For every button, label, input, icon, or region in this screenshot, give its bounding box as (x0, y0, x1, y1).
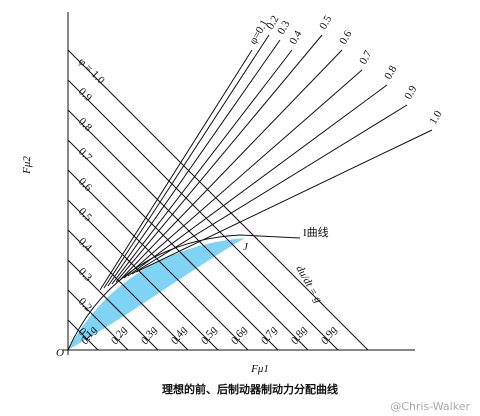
fan-label: 0.7 (357, 48, 375, 66)
fan-line (99, 49, 253, 291)
curve-label: I曲线 (303, 225, 329, 239)
fan-line (107, 39, 281, 287)
fan-line (111, 49, 293, 285)
descending-line (67, 259, 159, 351)
left-label: 0.8 (76, 116, 95, 135)
origin-label: O (56, 347, 64, 359)
bottom-label: 0.8g (289, 324, 310, 347)
fan-line (115, 34, 323, 283)
x-axis-label: Fμ1 (250, 363, 269, 375)
fan-label: 1.0 (427, 108, 445, 126)
blue-region (68, 238, 245, 350)
bottom-label: 0.7g (259, 324, 280, 347)
bottom-label: 0.6g (229, 324, 250, 347)
descending-line (67, 289, 129, 351)
point-label: J (243, 241, 249, 253)
fan-label: 0.2 (264, 14, 281, 32)
descending-line (67, 169, 249, 351)
left-label: 0.6 (76, 176, 95, 195)
slope-label: du/dt = g (293, 264, 324, 306)
left-label: 0.2 (76, 296, 94, 314)
caption: 理想的前、后制动器制动力分配曲线 (162, 382, 338, 396)
bottom-label: 0.2g (109, 324, 130, 347)
fan-line (135, 129, 433, 273)
bottom-label: 0.9g (319, 324, 340, 347)
fan-line (127, 84, 388, 277)
bottom-label: 0.4g (169, 324, 190, 347)
left-label: 0.5 (76, 206, 95, 225)
y-axis-label: Fμ2 (21, 156, 33, 175)
fan-label: 0.9 (402, 83, 420, 101)
bottom-label: 0.5g (199, 324, 220, 347)
fan-line (103, 34, 270, 289)
fan-label: 0.5 (317, 13, 335, 31)
descending-line (67, 319, 99, 351)
fan-label: 0.4 (287, 28, 305, 46)
bottom-label: 0.3g (139, 324, 160, 347)
watermark: @Chris-Walker (390, 400, 470, 413)
left-label: 0.4 (76, 236, 95, 255)
left-label: 0.3 (76, 266, 95, 285)
descending-line (67, 49, 369, 351)
descending-line (67, 139, 279, 351)
descending-line (67, 79, 339, 351)
fan-line (119, 49, 343, 281)
descending-line (67, 229, 189, 351)
fan-line (123, 69, 363, 279)
left-label: 0.7 (76, 146, 95, 165)
descending-line (67, 109, 309, 351)
left-label: 0.9 (76, 86, 95, 105)
descending-line (67, 199, 219, 351)
left-label: φ = 1.0 (76, 56, 107, 87)
fan-label: 0.6 (337, 28, 355, 46)
fan-line (131, 104, 408, 275)
fan-label: 0.8 (382, 63, 400, 81)
